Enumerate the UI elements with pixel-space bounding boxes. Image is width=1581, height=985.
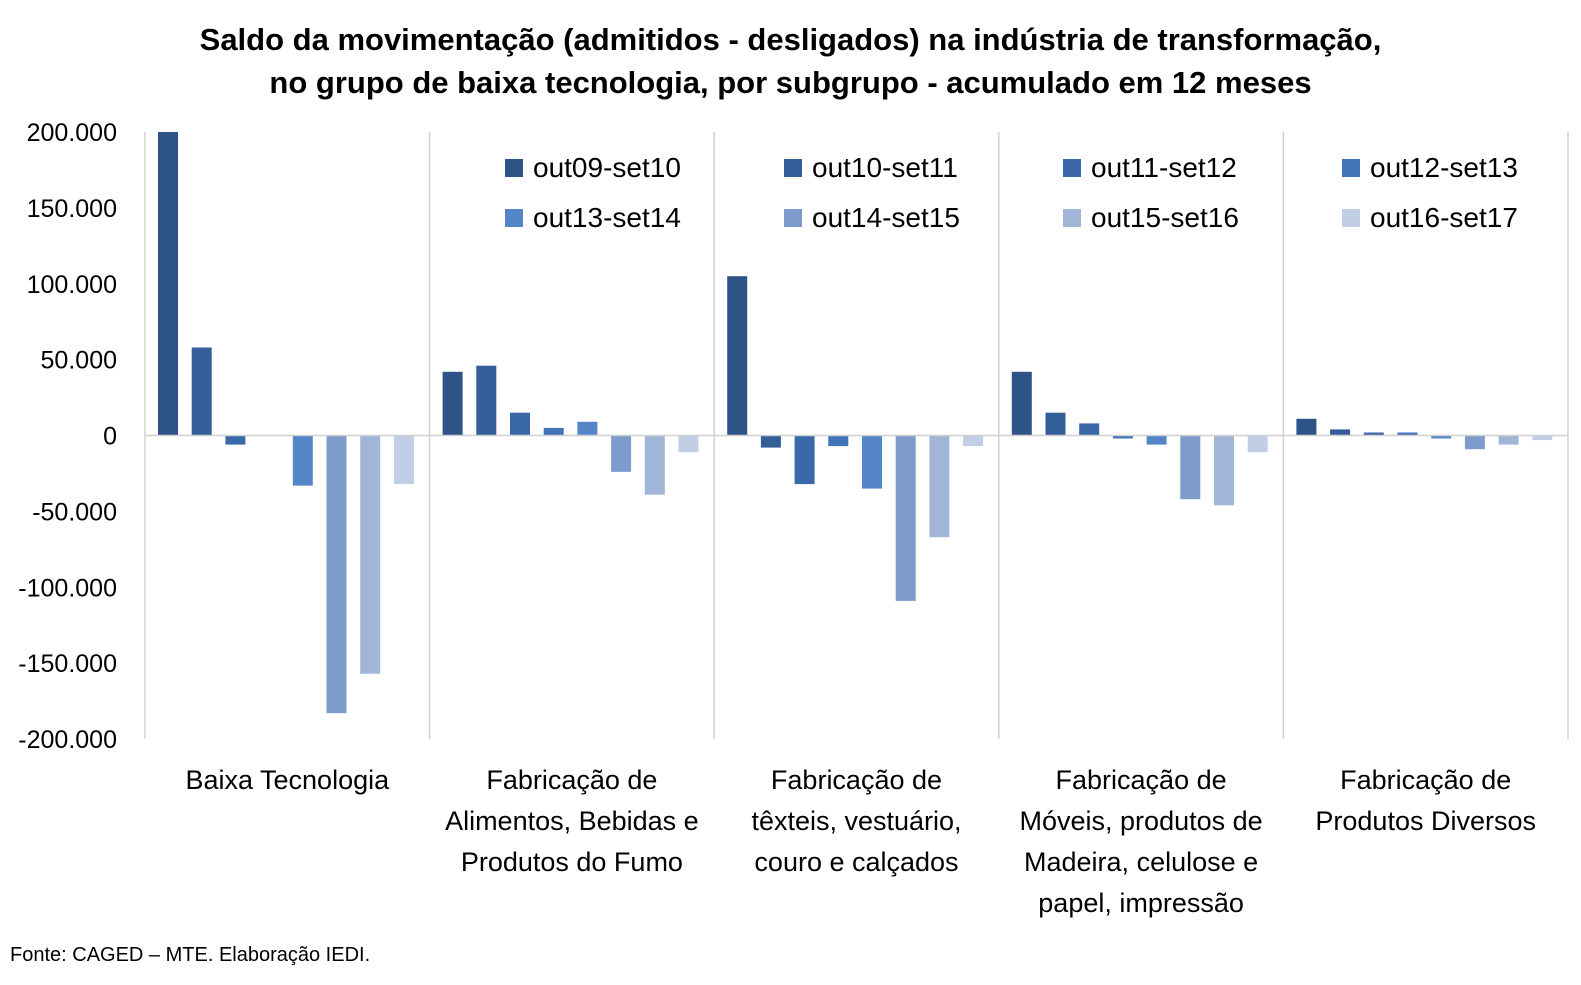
bar-out16-set17-cat-1 <box>678 435 699 453</box>
bar-out11-set12-cat-4 <box>1363 432 1384 436</box>
legend-item-out11-set12: out11-set12 <box>1063 152 1237 184</box>
legend-swatch <box>505 159 523 177</box>
bar-out16-set17-cat-0 <box>393 435 414 485</box>
bar-out12-set13-cat-2 <box>828 435 849 447</box>
category-label-line: Baixa Tecnologia <box>185 765 390 795</box>
bar-out14-set15-cat-2 <box>895 435 916 601</box>
legend-swatch <box>1342 159 1360 177</box>
category-label-line: couro e calçados <box>754 847 959 877</box>
y-tick-label: -200.000 <box>18 726 117 754</box>
category-label-line: Produtos do Fumo <box>460 847 683 877</box>
category-label: Fabricação de Móveis, produtos de Madeira,… <box>989 760 1294 924</box>
bar-out13-set14-cat-2 <box>862 435 882 489</box>
legend-item-out10-set11: out10-set11 <box>784 152 958 184</box>
category-label-line: papel, impressão <box>1038 888 1244 918</box>
bar-out11-set12-cat-2 <box>794 435 815 485</box>
category-label: Fabricação de Produtos Diversos <box>1273 760 1578 842</box>
legend-swatch <box>505 209 523 227</box>
legend-item-out15-set16: out15-set16 <box>1063 202 1239 234</box>
category-label-line: Fabricação de <box>486 765 658 795</box>
chart-title-line-2: no grupo de baixa tecnologia, por subgru… <box>269 65 1312 100</box>
legend-label: out15-set16 <box>1091 202 1239 233</box>
legend-swatch <box>1063 209 1081 227</box>
bar-out14-set15-cat-3 <box>1180 435 1201 500</box>
bar-out12-set13-cat-1 <box>543 427 564 436</box>
bar-out09-set10-cat-1 <box>442 371 463 436</box>
bar-out16-set17-cat-4 <box>1532 435 1553 441</box>
legend-swatch <box>1063 159 1081 177</box>
legend-item-out13-set14: out13-set14 <box>505 202 681 234</box>
bar-out12-set13-cat-3 <box>1112 435 1133 439</box>
legend-item-out16-set17: out16-set17 <box>1342 202 1518 234</box>
legend-label: out16-set17 <box>1370 202 1518 233</box>
bar-out14-set15-cat-0 <box>326 435 347 714</box>
legend-label: out12-set13 <box>1370 152 1518 183</box>
y-tick-label: 150.000 <box>27 195 117 223</box>
category-label-line: Alimentos, Bebidas e <box>445 806 699 836</box>
source-note: Fonte: CAGED – MTE. Elaboração IEDI. <box>10 944 371 966</box>
legend-label: out10-set11 <box>812 152 958 183</box>
y-tick-label: -150.000 <box>18 650 117 678</box>
bar-out15-set16-cat-2 <box>929 435 950 538</box>
bar-out16-set17-cat-3 <box>1247 435 1268 453</box>
category-label-line: Fabricação de <box>770 765 943 795</box>
legend-swatch <box>1342 209 1360 227</box>
bar-out15-set16-cat-4 <box>1498 435 1519 445</box>
legend-label: out13-set14 <box>533 202 681 233</box>
bar-out11-set12-cat-0 <box>225 435 246 445</box>
chart-title-line-1: Saldo da movimentação (admitidos - desli… <box>199 22 1382 57</box>
bar-out11-set12-cat-3 <box>1079 423 1100 436</box>
legend-item-out12-set13: out12-set13 <box>1342 152 1518 184</box>
category-label-line: Produtos Diversos <box>1315 806 1536 836</box>
bar-out09-set10-cat-2 <box>727 276 748 436</box>
category-label: Fabricação de Alimentos, Bebidas e Produto… <box>420 760 725 883</box>
legend-label: out14-set15 <box>812 202 960 233</box>
bar-out10-set11-cat-2 <box>760 435 781 448</box>
y-tick-label: 100.000 <box>27 271 117 299</box>
y-tick-label: 50.000 <box>41 347 117 375</box>
bar-out09-set10-cat-4 <box>1296 418 1317 436</box>
legend-item-out09-set10: out09-set10 <box>505 152 681 184</box>
legend-label: out09-set10 <box>533 152 681 183</box>
bar-out15-set16-cat-3 <box>1214 435 1234 506</box>
legend-label: out11-set12 <box>1091 152 1237 183</box>
bar-out16-set17-cat-2 <box>963 435 984 447</box>
category-label: Baixa Tecnologia <box>135 760 440 801</box>
bar-out13-set14-cat-1 <box>577 421 598 436</box>
y-tick-label: 0 <box>103 423 117 451</box>
category-label: Fabricação de têxteis, vestuário, couro e … <box>704 760 1009 883</box>
bar-out10-set11-cat-4 <box>1330 429 1351 436</box>
bar-out10-set11-cat-1 <box>476 365 497 436</box>
legend-swatch <box>784 209 802 227</box>
legend-item-out14-set15: out14-set15 <box>784 202 960 234</box>
bar-out12-set13-cat-4 <box>1397 432 1418 436</box>
category-label-line: têxteis, vestuário, <box>751 806 962 836</box>
legend-swatch <box>784 159 802 177</box>
bar-out09-set10-cat-0 <box>158 132 178 436</box>
bar-out13-set14-cat-4 <box>1431 435 1452 439</box>
bar-out13-set14-cat-0 <box>292 435 313 486</box>
category-label-line: Fabricação de <box>1340 765 1512 795</box>
bar-out15-set16-cat-1 <box>644 435 665 495</box>
y-tick-label: -100.000 <box>18 574 117 602</box>
bar-out15-set16-cat-0 <box>360 435 381 674</box>
bar-out09-set10-cat-3 <box>1011 371 1032 436</box>
bar-out14-set15-cat-1 <box>611 435 632 472</box>
bar-out14-set15-cat-4 <box>1464 435 1485 450</box>
y-tick-label: -50.000 <box>32 498 117 526</box>
chart-title: Saldo da movimentação (admitidos - desli… <box>0 18 1581 104</box>
category-label-line: Madeira, celulose e <box>1024 847 1259 877</box>
category-label-line: Móveis, produtos de <box>1019 806 1263 836</box>
y-tick-label: 200.000 <box>27 119 117 147</box>
category-label-line: Fabricação de <box>1055 765 1227 795</box>
bar-out11-set12-cat-1 <box>510 412 530 436</box>
bar-out10-set11-cat-0 <box>191 347 212 436</box>
bar-out10-set11-cat-3 <box>1045 412 1066 436</box>
bar-out13-set14-cat-3 <box>1146 435 1167 445</box>
